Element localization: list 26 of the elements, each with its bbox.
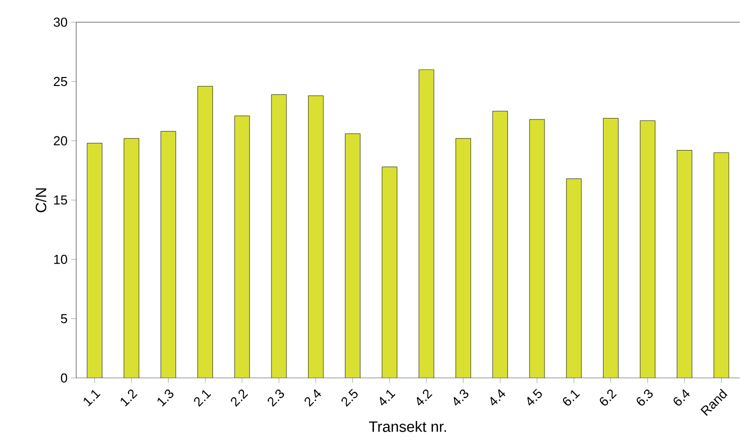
x-tick-label: 2.5 xyxy=(341,388,358,407)
x-tick-label: 2.1 xyxy=(194,390,212,407)
x-tick-label: 4.4 xyxy=(490,389,506,406)
y-tick-label: 0 xyxy=(60,373,68,383)
x-tick-label: 1.2 xyxy=(120,389,138,406)
x-tick-label: 6.3 xyxy=(636,389,653,406)
x-axis-title: Transekt nr. xyxy=(369,420,446,432)
y-tick-label: 30 xyxy=(54,18,68,27)
y-tick-label: 20 xyxy=(54,136,68,146)
y-tick-label: 25 xyxy=(54,76,68,86)
x-tick-label: 4.3 xyxy=(454,389,468,406)
y-tick-label: 15 xyxy=(54,195,68,205)
x-tick-label: 2.2 xyxy=(230,389,248,407)
y-tick-label: 5 xyxy=(60,314,68,324)
x-tick-label: 4.2 xyxy=(416,389,432,406)
x-tick-label: 6.4 xyxy=(674,389,690,406)
x-tick-label: 4.1 xyxy=(380,390,396,406)
x-tick-label: 2.3 xyxy=(268,389,284,407)
x-tick-label: 6.2 xyxy=(600,389,617,406)
x-tick-label: 4.5 xyxy=(527,388,542,406)
y-axis-title: C/N xyxy=(35,188,46,212)
y-tick-label: 10 xyxy=(54,254,68,264)
x-tick-label: 1.1 xyxy=(84,390,100,406)
x-tick-label: 6.1 xyxy=(563,390,580,406)
x-tick-label: 2.4 xyxy=(304,389,322,407)
x-tick-label: 1.3 xyxy=(158,389,174,406)
